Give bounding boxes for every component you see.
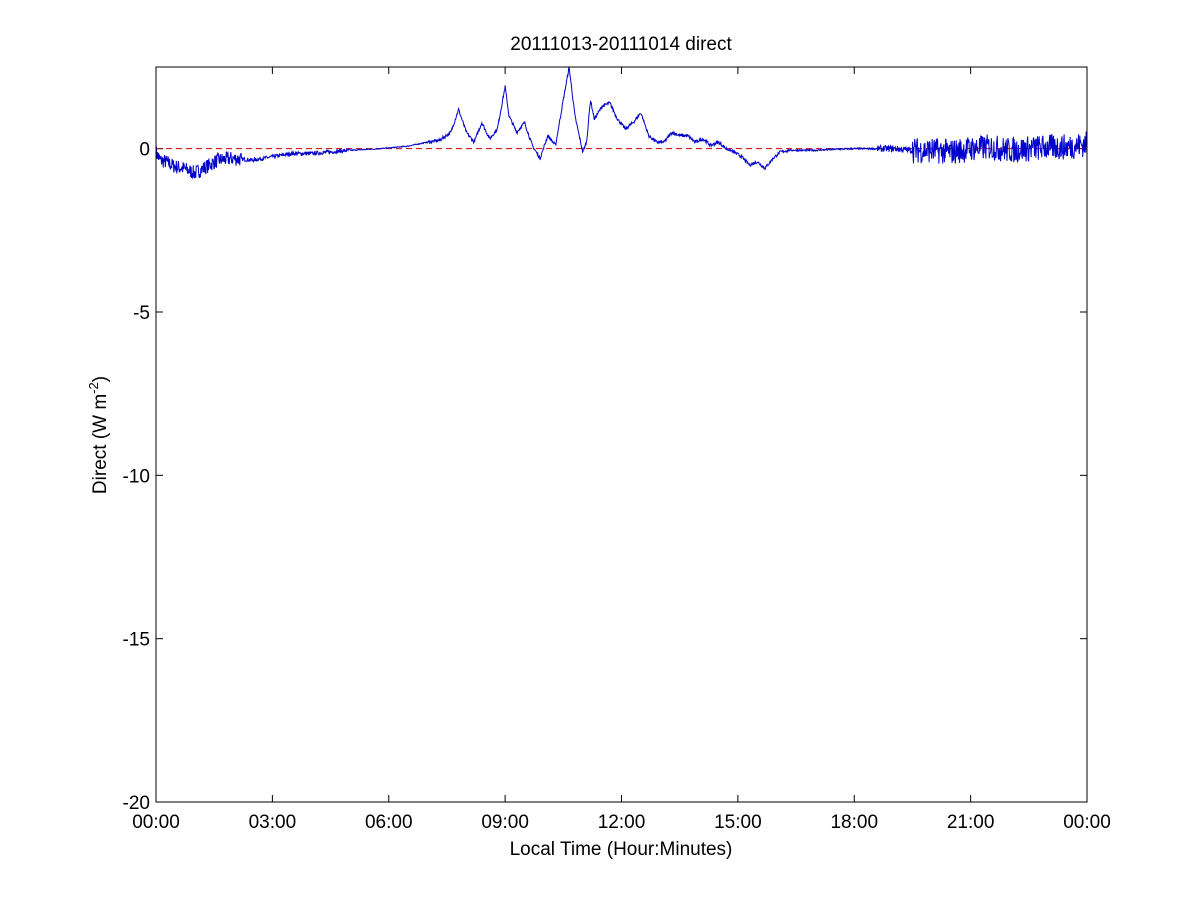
y-tick-label: 0 bbox=[139, 140, 150, 161]
y-tick-label: -20 bbox=[123, 793, 150, 814]
series-line-direct bbox=[155, 66, 1088, 179]
x-tick-label: 12:00 bbox=[598, 812, 646, 833]
x-tick-label: 06:00 bbox=[365, 812, 413, 833]
x-tick-label: 00:00 bbox=[132, 812, 180, 833]
y-axis-title-superscript: -2 bbox=[86, 382, 101, 394]
x-axis-ticks: 00:00 03:00 06:00 09:00 12:00 15:00 18:00 21:00… bbox=[132, 67, 1111, 833]
x-tick-label: 09:00 bbox=[481, 812, 529, 833]
x-tick-label: 18:00 bbox=[830, 812, 878, 833]
y-axis-title-suffix: ) bbox=[90, 376, 111, 382]
x-tick-label: 21:00 bbox=[947, 812, 995, 833]
plot-frame bbox=[155, 66, 1088, 803]
x-tick-label: 15:00 bbox=[714, 812, 762, 833]
y-tick-label: -15 bbox=[123, 630, 150, 651]
y-axis-title: Direct (W m-2) bbox=[86, 376, 111, 494]
y-axis-ticks: -20 -15 -10 -5 0 bbox=[123, 140, 1087, 814]
x-axis-title: Local Time (Hour:Minutes) bbox=[510, 839, 733, 860]
plot-area bbox=[156, 67, 1087, 802]
y-tick-label: -5 bbox=[133, 303, 150, 324]
y-axis-title-prefix: Direct (W m bbox=[90, 394, 111, 494]
y-tick-label: -10 bbox=[123, 466, 150, 487]
x-tick-label: 00:00 bbox=[1063, 812, 1111, 833]
x-tick-label: 03:00 bbox=[249, 812, 297, 833]
chart-title: 20111013-20111014 direct bbox=[510, 34, 732, 55]
